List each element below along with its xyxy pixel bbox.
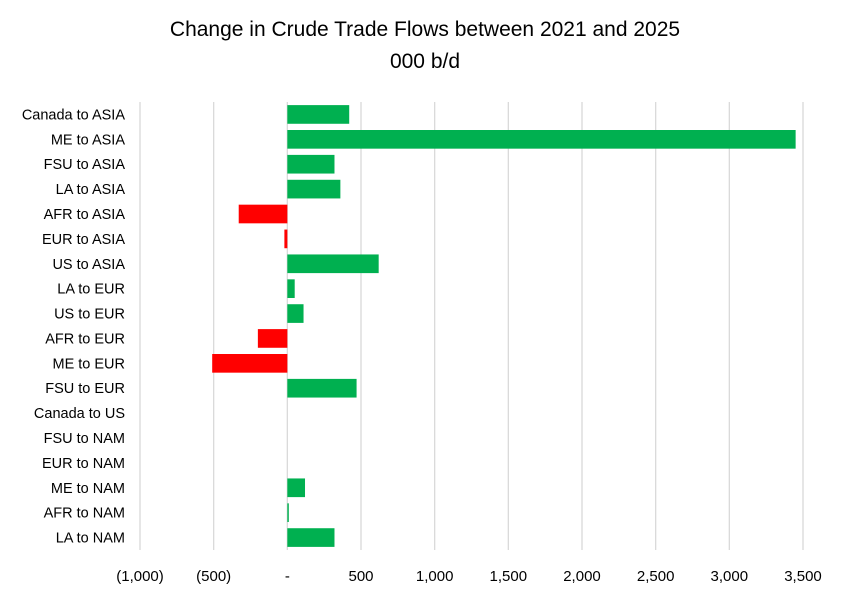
bar-layer (212, 105, 796, 547)
category-label: ME to NAM (51, 481, 125, 497)
bar (238, 204, 288, 224)
bar (287, 304, 304, 323)
category-labels: Canada to ASIA ME to ASIA FSU to ASIA LA to… (22, 107, 126, 546)
chart-title: Change in Crude Trade Flows between 2021… (169, 18, 681, 41)
x-tick-labels: (1,000) (500) - 500 1,000 1,500 2,000 2,500 3,00… (116, 568, 822, 585)
bar (287, 105, 350, 124)
bar (287, 503, 289, 522)
category-label: LA to EUR (57, 282, 125, 298)
bar (287, 179, 341, 199)
category-label: FSU to NAM (44, 431, 125, 447)
bar (287, 154, 335, 174)
x-tick-label: 3,500 (784, 568, 822, 585)
x-tick-label: 500 (348, 568, 373, 585)
category-label: Canada to US (34, 406, 125, 422)
category-label: EUR to ASIA (42, 232, 125, 248)
x-tick-label: 1,500 (490, 568, 528, 585)
x-tick-label: - (285, 568, 290, 585)
x-tick-label: (500) (196, 568, 231, 585)
x-tick-label: 3,000 (711, 568, 749, 585)
category-label: FSU to ASIA (44, 157, 126, 173)
bar (284, 229, 288, 249)
category-label: AFR to ASIA (44, 207, 126, 223)
x-tick-label: (1,000) (116, 568, 164, 585)
category-label: US to EUR (54, 307, 125, 323)
bar (212, 354, 288, 373)
category-label: Canada to ASIA (22, 107, 126, 123)
category-label: EUR to NAM (42, 456, 125, 472)
grid-layer (139, 102, 804, 550)
category-label: ME to EUR (52, 356, 125, 372)
category-label: US to ASIA (52, 257, 125, 273)
bar (287, 378, 357, 398)
category-label: LA to NAM (56, 531, 125, 547)
bar (287, 254, 379, 274)
bar (287, 528, 335, 547)
category-label: AFR to NAM (44, 506, 125, 522)
category-label: LA to ASIA (56, 182, 126, 198)
x-tick-label: 1,000 (416, 568, 454, 585)
x-tick-label: 2,500 (637, 568, 675, 585)
category-label: FSU to EUR (45, 381, 125, 397)
bar (287, 478, 306, 498)
x-tick-label: 2,000 (563, 568, 601, 585)
category-label: ME to ASIA (51, 132, 125, 148)
category-label: AFR to EUR (45, 331, 125, 347)
chart-subtitle: 000 b/d (389, 50, 461, 73)
bar (287, 279, 295, 298)
bar (287, 130, 796, 149)
bar (257, 329, 288, 348)
